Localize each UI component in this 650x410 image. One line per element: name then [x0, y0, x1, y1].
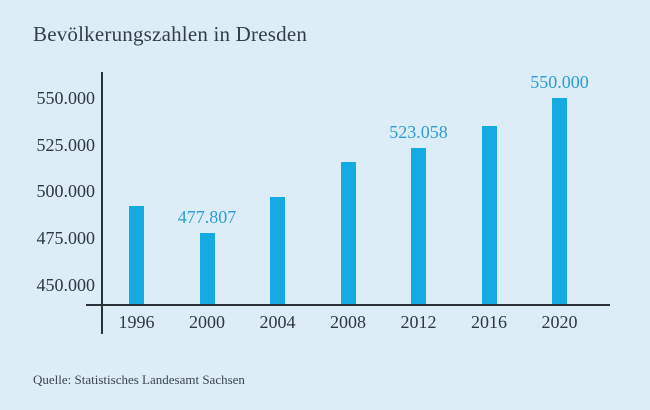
y-axis-line: [101, 72, 103, 334]
bar-2004: [270, 196, 285, 304]
chart-title: Bevölkerungszahlen in Dresden: [33, 22, 308, 46]
bar-2000: [199, 232, 215, 304]
x-tick-label: 2000: [189, 312, 225, 332]
y-tick-label: 525.000: [36, 134, 96, 155]
y-tick-label: 500.000: [36, 181, 96, 202]
bar-1996: [129, 206, 144, 304]
x-tick-label: 2020: [541, 312, 578, 332]
x-tick-label: 2008: [330, 312, 366, 332]
bar-value-label: 523.058: [389, 122, 448, 143]
x-tick-label: 1996: [118, 312, 155, 332]
bar-2020: [552, 98, 567, 304]
source-caption: Quelle: Statistisches Landesamt Sachsen: [33, 372, 245, 387]
y-tick-label: 450.000: [36, 274, 96, 295]
y-tick-label: 550.000: [36, 88, 96, 109]
bar-value-label: 477.807: [177, 206, 237, 227]
x-tick-label: 2016: [471, 312, 507, 332]
x-axis-line: [86, 304, 610, 306]
x-tick-label: 2012: [400, 312, 437, 332]
bar-2008: [340, 161, 356, 304]
x-tick-label: 2004: [259, 312, 296, 332]
bar-2012: [411, 148, 426, 304]
bar-2016: [481, 126, 497, 304]
y-tick-label: 475.000: [36, 227, 96, 248]
bar-value-label: 550.000: [530, 72, 589, 93]
